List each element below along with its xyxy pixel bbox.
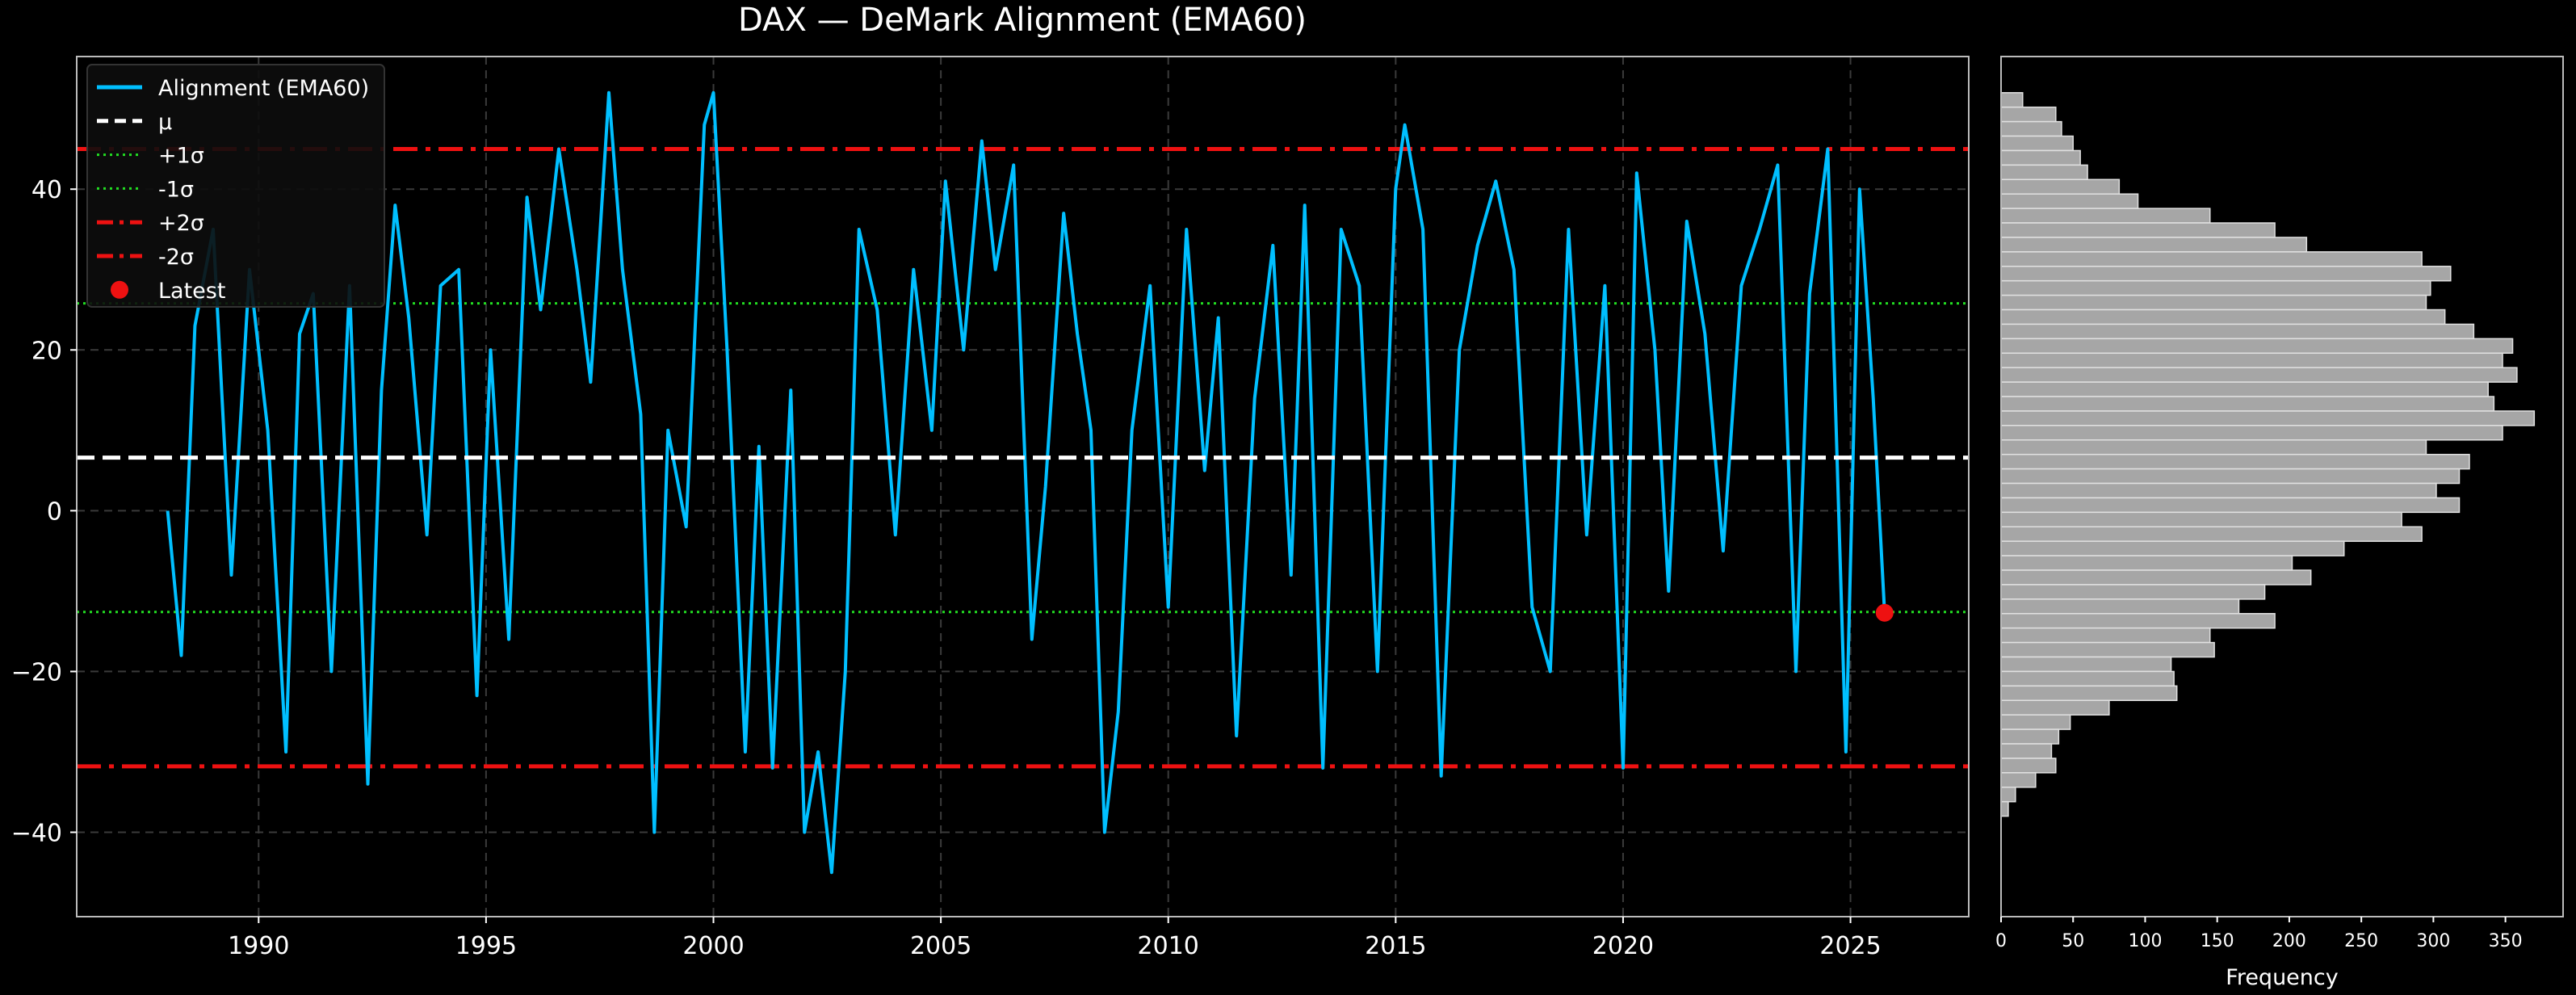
x-tick-label: 2005	[910, 932, 971, 960]
histogram-x-ticks: 0 50 100 150 200 250 300 350	[1995, 917, 2523, 951]
histogram-bar	[2000, 714, 2071, 730]
histogram-bar	[2000, 497, 2461, 514]
legend-label: -2σ	[158, 245, 194, 270]
histogram-bar	[2000, 569, 2312, 586]
histogram-bar	[2000, 627, 2211, 644]
histogram-bar	[2000, 670, 2175, 687]
legend-label: μ	[158, 110, 172, 135]
histogram-bar	[2000, 641, 2215, 658]
histogram-bar	[2000, 656, 2172, 673]
histogram-bar	[2000, 92, 2024, 108]
histogram-bar	[2000, 800, 2009, 817]
histogram-frame	[2000, 56, 2564, 917]
histogram-bar	[2000, 120, 2062, 137]
histogram-bar	[2000, 613, 2276, 629]
histogram-bar	[2000, 309, 2446, 325]
histogram-bar	[2000, 294, 2427, 311]
legend-box	[86, 64, 385, 308]
histogram-bar	[2000, 425, 2503, 441]
histogram-bar	[2000, 439, 2427, 456]
histogram-x-tick-label: 100	[2128, 931, 2162, 951]
histogram-bar	[2000, 685, 2178, 702]
alignment-series-line	[166, 90, 1886, 875]
histogram-bar	[2000, 222, 2276, 238]
histogram-bar	[2000, 338, 2514, 355]
plot-border	[76, 56, 1970, 917]
latest-point	[1875, 603, 1894, 622]
histogram-x-tick-label: 350	[2489, 931, 2523, 951]
histogram-x-tick-label: 200	[2272, 931, 2306, 951]
histogram-x-tick-label: 0	[1995, 931, 2007, 951]
x-axis-ticks: 1990 1995 2000 2005 2010 2015 2020 2025	[228, 917, 1882, 960]
histogram-bar	[2000, 381, 2489, 397]
main-plot: 1990 1995 2000 2005 2010 2015 2020 2025 −40 −20 0…	[11, 56, 1970, 960]
histogram-bar	[2000, 540, 2345, 556]
y-tick-label: −40	[11, 819, 62, 847]
legend-label: +2σ	[158, 211, 204, 236]
histogram-bar	[2000, 367, 2518, 383]
histogram-bar	[2000, 266, 2452, 282]
histogram-bar	[2000, 164, 2088, 181]
histogram-bar	[2000, 787, 2016, 803]
histogram-x-tick-label: 50	[2062, 931, 2084, 951]
x-tick-label: 2025	[1819, 932, 1881, 960]
x-tick-label: 2000	[682, 932, 744, 960]
histogram-bar	[2000, 482, 2437, 499]
chart-title: DAX — DeMark Alignment (EMA60)	[738, 2, 1307, 39]
y-tick-label: 40	[31, 176, 62, 204]
histogram-bar	[2000, 511, 2402, 528]
histogram-bar	[2000, 352, 2503, 368]
x-tick-label: 1995	[455, 932, 517, 960]
histogram-bar	[2000, 149, 2081, 166]
legend: Alignment (EMA60) μ +1σ -1σ +2σ -2σ Latest	[86, 64, 385, 308]
histogram-bar	[2000, 584, 2266, 600]
plot-frame	[76, 56, 1970, 917]
histogram-x-label: Frequency	[2226, 965, 2339, 990]
histogram-bar	[2000, 178, 2121, 195]
legend-swatch	[111, 280, 128, 299]
histogram-bar	[2000, 208, 2211, 224]
histogram-x-tick-label: 250	[2344, 931, 2378, 951]
series	[77, 90, 1969, 875]
histogram-bar	[2000, 699, 2110, 716]
x-tick-label: 2015	[1365, 932, 1426, 960]
histogram-bar	[2000, 555, 2293, 571]
histogram-bars	[2000, 92, 2536, 817]
x-tick-label: 1990	[228, 932, 289, 960]
histogram-bar	[2000, 598, 2240, 615]
histogram-bar	[2000, 396, 2495, 412]
x-tick-label: 2020	[1592, 932, 1654, 960]
histogram-bar	[2000, 453, 2470, 470]
y-tick-label: −20	[11, 658, 62, 686]
legend-label: Alignment (EMA60)	[158, 76, 369, 101]
y-axis-ticks: −40 −20 0 20 40	[11, 176, 77, 847]
histogram-bar	[2000, 758, 2057, 774]
reference-lines	[77, 146, 1969, 769]
histogram-border	[2000, 56, 2564, 917]
histogram-x-tick-label: 300	[2416, 931, 2450, 951]
histogram-bar	[2000, 106, 2057, 123]
histogram-bar	[2000, 251, 2423, 267]
histogram-bar	[2000, 193, 2139, 209]
histogram-bar	[2000, 323, 2475, 340]
histogram-bar	[2000, 468, 2461, 485]
histogram-bar	[2000, 237, 2308, 253]
histogram-bar	[2000, 728, 2060, 745]
histogram-bar	[2000, 526, 2423, 542]
histogram-bar	[2000, 772, 2037, 788]
y-tick-label: 20	[31, 337, 62, 365]
histogram-bar	[2000, 410, 2536, 426]
legend-label: Latest	[158, 279, 225, 304]
legend-label: -1σ	[158, 177, 194, 202]
histogram-x-tick-label: 150	[2201, 931, 2234, 951]
histogram-plot: 0 50 100 150 200 250 300 350 Frequency	[1995, 56, 2564, 990]
histogram-bar	[2000, 279, 2431, 296]
x-tick-label: 2010	[1138, 932, 1199, 960]
histogram-bar	[2000, 743, 2053, 759]
histogram-bar	[2000, 135, 2074, 152]
legend-label: +1σ	[158, 144, 204, 169]
y-tick-label: 0	[47, 498, 62, 526]
